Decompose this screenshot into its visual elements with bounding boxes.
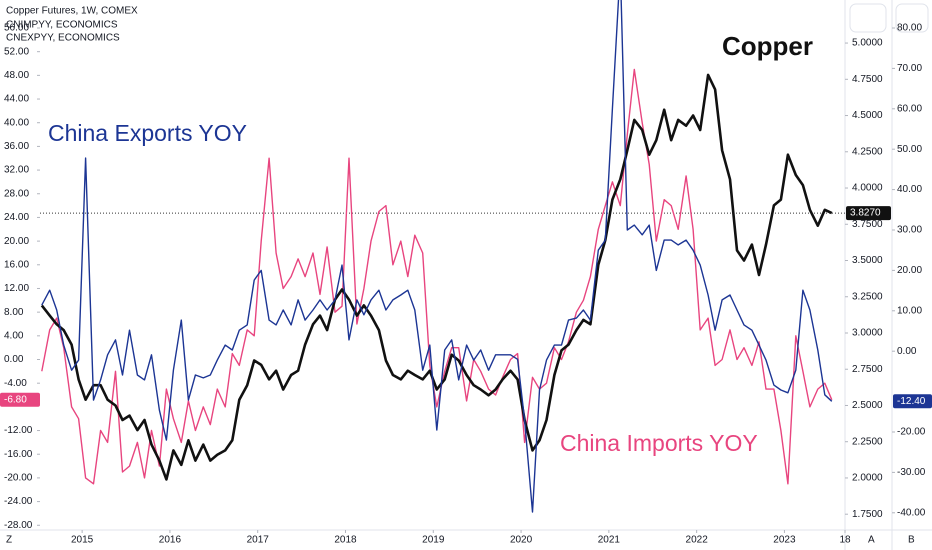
y-tick-label: 4.2500 [852,146,883,157]
y-tick-label: 40.00 [897,184,922,195]
annotation: China Exports YOY [48,120,247,146]
series-line [40,73,833,481]
x-tick-label: 2015 [71,535,94,546]
corner-button[interactable]: Z [6,535,12,546]
y-tick-label: 10.00 [897,305,922,316]
y-tick-label: 1.7500 [852,509,883,520]
y-tick-label: 16.00 [4,259,29,270]
x-tick-label: 18 [839,535,851,546]
corner-button[interactable]: A [868,535,875,546]
y-tick-label: 32.00 [4,165,29,176]
y-tick-label: 3.5000 [852,255,883,266]
y-tick-label: 0.00 [4,354,24,365]
y-tick-label: 52.00 [4,46,29,57]
toolbar-button[interactable] [849,3,887,33]
annotation: Copper [722,31,813,61]
y-tick-label: -40.00 [897,507,926,518]
x-tick-label: 2023 [773,535,796,546]
y-tick-label: -4.00 [4,378,27,389]
x-tick-label: 2020 [510,535,533,546]
x-tick-label: 2021 [598,535,621,546]
y-tick-label: 4.7500 [852,74,883,85]
x-tick-label: 2022 [686,535,709,546]
last-value-tag [893,394,932,409]
y-tick-label: 2.7500 [852,364,883,375]
series-line [41,68,833,485]
y-tick-label: 3.7500 [852,219,883,230]
y-tick-label: 12.00 [4,283,29,294]
y-tick-label: 80.00 [897,23,922,34]
x-tick-label: 2017 [247,535,270,546]
y-tick-label: 5.0000 [852,38,883,49]
annotation: China Imports YOY [560,430,758,456]
plot-area [40,0,845,513]
series-line [41,0,833,513]
y-tick-label: 4.0000 [852,183,883,194]
legend-line: Copper Futures, 1W, COMEX [6,6,138,17]
y-tick-label: 70.00 [897,63,922,74]
last-value-label: 3.8270 [850,208,881,219]
x-tick-label: 2018 [334,535,357,546]
y-tick-label: 8.00 [4,307,24,318]
toolbar-button[interactable] [895,3,929,33]
legend-line: CNIMPYY, ECONOMICS [6,20,118,31]
y-tick-label: 50.00 [897,144,922,155]
y-tick-label: 4.00 [4,330,24,341]
last-value-tag [846,206,891,221]
y-tick-label: -12.00 [4,425,33,436]
y-tick-label: 0.00 [897,346,917,357]
y-tick-label: 20.00 [897,265,922,276]
y-tick-label: 2.2500 [852,436,883,447]
y-tick-label: 30.00 [897,225,922,236]
y-tick-label: -28.00 [4,520,33,531]
corner-button[interactable]: B [908,535,915,546]
y-tick-label: -16.00 [4,449,33,460]
legend-line: CNEXPYY, ECONOMICS [6,33,120,44]
y-tick-label: 60.00 [897,103,922,114]
y-tick-label: 4.5000 [852,110,883,121]
y-tick-label: 3.0000 [852,328,883,339]
y-tick-label: -20.00 [897,427,926,438]
y-tick-label: 36.00 [4,141,29,152]
y-tick-label: 48.00 [4,70,29,81]
x-tick-label: 2016 [159,535,182,546]
last-value-tag [0,392,40,407]
y-tick-label: 20.00 [4,236,29,247]
y-tick-label: -24.00 [4,496,33,507]
y-tick-label: -20.00 [4,473,33,484]
y-tick-label: 56.00 [4,23,29,34]
y-tick-label: 40.00 [4,117,29,128]
y-tick-label: 24.00 [4,212,29,223]
y-tick-label: 44.00 [4,94,29,105]
y-tick-label: 3.2500 [852,291,883,302]
y-tick-label: 2.0000 [852,473,883,484]
x-tick-label: 2019 [422,535,445,546]
y-tick-label: -30.00 [897,467,926,478]
last-value-label: -6.80 [4,394,27,405]
y-tick-label: 28.00 [4,188,29,199]
last-value-label: -12.40 [897,396,926,407]
y-tick-label: 2.5000 [852,400,883,411]
